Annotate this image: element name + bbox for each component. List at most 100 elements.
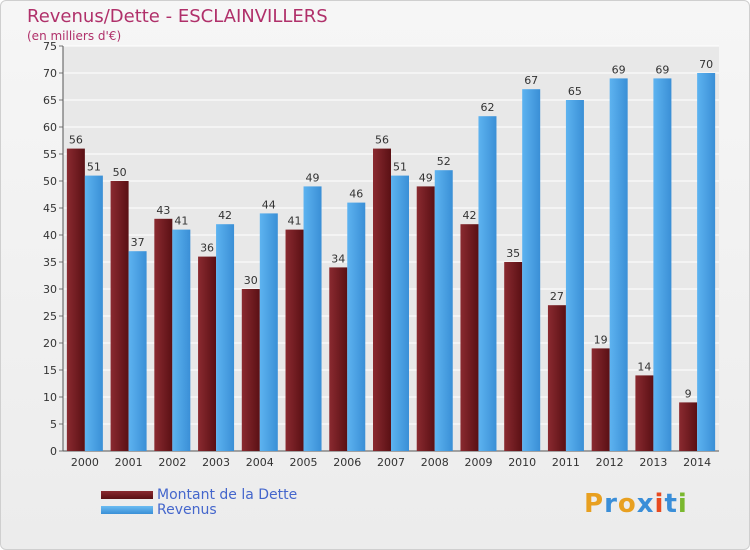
data-label-dette-2000: 56 [69, 134, 83, 147]
logo-letter: x [636, 489, 655, 519]
data-label-revenus-2014: 70 [699, 58, 713, 71]
legend-swatch-revenus [101, 505, 153, 514]
x-tick-label: 2011 [552, 456, 580, 469]
y-tick-label: 0 [50, 445, 57, 458]
data-label-dette-2002: 43 [156, 204, 170, 217]
data-label-revenus-2006: 46 [349, 188, 363, 201]
data-label-revenus-2003: 42 [218, 209, 232, 222]
chart-title: Revenus/Dette - ESCLAINVILLERS [27, 6, 328, 27]
bar-dette-2006 [329, 267, 348, 451]
bar-revenus-2002 [172, 229, 191, 451]
data-label-revenus-2012: 69 [612, 63, 626, 76]
data-label-dette-2003: 36 [200, 242, 214, 255]
y-tick-label: 40 [43, 229, 57, 242]
data-label-revenus-2007: 51 [393, 161, 407, 174]
x-tick-label: 2006 [333, 456, 361, 469]
bar-dette-2002 [154, 218, 173, 451]
bar-revenus-2006 [347, 202, 366, 451]
data-label-dette-2013: 14 [637, 360, 651, 373]
bar-revenus-2005 [303, 186, 322, 451]
bar-revenus-2007 [391, 175, 409, 451]
bar-revenus-2003 [216, 224, 235, 451]
bar-dette-2014 [679, 402, 698, 451]
data-label-revenus-2001: 37 [131, 236, 145, 249]
data-label-revenus-2010: 67 [524, 74, 538, 87]
bar-dette-2001 [110, 181, 129, 451]
y-tick-label: 35 [43, 256, 57, 269]
legend-label-revenus: Revenus [157, 501, 217, 518]
bar-revenus-2012 [609, 78, 628, 452]
y-tick-label: 30 [43, 283, 57, 296]
x-tick-label: 2003 [202, 456, 230, 469]
proxiti-logo: Proxiti [584, 489, 688, 519]
bar-revenus-2000 [84, 175, 103, 451]
logo-letter: r [604, 489, 618, 519]
bar-dette-2004 [241, 289, 260, 451]
data-label-revenus-2004: 44 [262, 198, 276, 211]
y-tick-label: 50 [43, 175, 57, 188]
x-tick-label: 2008 [421, 456, 449, 469]
bar-revenus-2014 [697, 73, 716, 451]
bar-revenus-2008 [434, 170, 453, 451]
x-tick-label: 2005 [290, 456, 318, 469]
data-label-dette-2004: 30 [244, 274, 258, 287]
x-tick-label: 2009 [464, 456, 492, 469]
data-label-revenus-2002: 41 [174, 215, 188, 228]
y-tick-label: 60 [43, 121, 57, 134]
bar-dette-2010 [504, 262, 523, 451]
bar-dette-2012 [591, 348, 610, 451]
logo-letter: P [584, 489, 605, 519]
bar-dette-2007 [373, 148, 391, 451]
data-label-dette-2006: 34 [331, 252, 345, 265]
data-label-revenus-2011: 65 [568, 85, 582, 98]
data-label-revenus-2009: 62 [480, 101, 494, 114]
data-label-dette-2007: 56 [375, 134, 389, 147]
data-label-dette-2010: 35 [506, 247, 520, 260]
legend-swatch-dette [101, 490, 153, 499]
bar-dette-2000 [66, 148, 85, 451]
legend-item-dette: Montant de la Dette [101, 486, 298, 503]
y-tick-label: 5 [50, 418, 57, 431]
y-tick-label: 75 [43, 40, 57, 53]
bar-revenus-2013 [653, 78, 672, 452]
bar-revenus-2010 [522, 89, 541, 451]
x-tick-label: 2014 [683, 456, 711, 469]
y-tick-label: 45 [43, 202, 57, 215]
y-tick-label: 55 [43, 148, 57, 161]
data-label-revenus-2005: 49 [306, 171, 320, 184]
y-tick-label: 20 [43, 337, 57, 350]
x-tick-label: 2010 [508, 456, 536, 469]
bar-revenus-2001 [128, 251, 147, 451]
data-label-dette-2011: 27 [550, 290, 564, 303]
x-tick-label: 2001 [115, 456, 143, 469]
data-label-dette-2008: 49 [419, 171, 433, 184]
chart-subtitle: (en milliers d'€) [27, 29, 122, 43]
bar-revenus-2009 [478, 116, 497, 451]
legend-item-revenus: Revenus [101, 501, 297, 518]
legend: Montant de la Dette Revenus [101, 486, 298, 518]
y-tick-label: 25 [43, 310, 57, 323]
data-label-dette-2014: 9 [685, 387, 692, 400]
x-tick-label: 2007 [377, 456, 405, 469]
bar-dette-2009 [460, 224, 479, 451]
data-label-dette-2005: 41 [288, 215, 302, 228]
logo-letter: i [677, 489, 688, 519]
x-tick-label: 2000 [71, 456, 99, 469]
data-label-revenus-2000: 51 [87, 161, 101, 174]
y-tick-label: 15 [43, 364, 57, 377]
data-label-revenus-2013: 69 [655, 63, 669, 76]
y-tick-label: 65 [43, 94, 57, 107]
data-label-dette-2001: 50 [113, 166, 127, 179]
x-tick-label: 2013 [639, 456, 667, 469]
logo-letter: t [664, 489, 678, 519]
legend-label-dette: Montant de la Dette [157, 486, 298, 503]
y-tick-label: 70 [43, 67, 57, 80]
logo-letter: i [654, 489, 665, 519]
x-tick-label: 2002 [158, 456, 186, 469]
data-label-revenus-2008: 52 [437, 155, 451, 168]
bar-dette-2008 [416, 186, 435, 451]
x-tick-label: 2004 [246, 456, 274, 469]
x-tick-label: 2012 [596, 456, 624, 469]
data-label-dette-2012: 19 [594, 333, 608, 346]
